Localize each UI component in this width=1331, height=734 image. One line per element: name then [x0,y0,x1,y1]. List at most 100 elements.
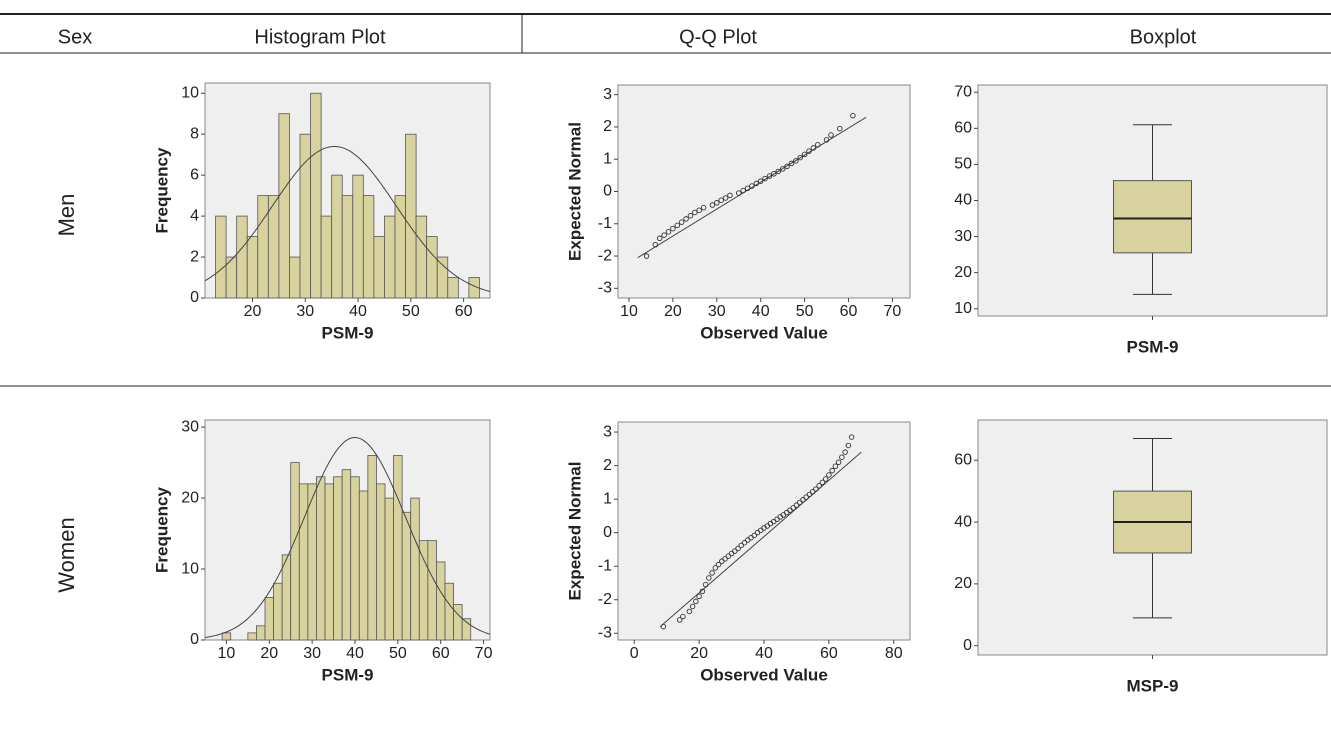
point [826,472,832,478]
x-tick-label: 30 [708,303,726,320]
bar [221,632,232,641]
bar [290,462,300,641]
point [661,232,667,238]
header: Histogram Plot [254,26,386,48]
point [670,225,676,232]
y-tick-label: 50 [954,156,972,173]
bar [324,483,334,641]
point [790,505,796,511]
x-tick-label: 40 [755,645,773,662]
bar [418,540,429,641]
x-axis-title: PSM-9 [322,665,374,684]
y-tick-label: 0 [603,524,612,541]
point [816,482,822,489]
bar [367,455,377,641]
x-axis-title: PSM-9 [1127,337,1179,356]
bar [298,483,309,641]
x-tick-label: 60 [432,645,450,662]
bar [341,195,354,299]
bar [461,618,472,641]
bar [350,476,360,641]
point [674,222,681,229]
point [714,200,720,206]
point [766,173,773,179]
bar [256,625,266,641]
y-tick-label: 40 [954,192,972,209]
bar [415,215,428,299]
y-tick-label: 10 [954,300,972,317]
bar [246,236,259,299]
bar [320,215,333,299]
point [775,168,782,175]
point [709,202,716,208]
reference-line [659,451,862,627]
bar [436,256,449,299]
x-tick-label: 20 [690,645,708,662]
point [823,137,830,143]
point [689,603,696,610]
y-tick-label: 0 [603,183,612,200]
point [652,241,659,248]
point [693,598,699,605]
bar [307,483,317,641]
point [779,166,786,172]
point [822,476,829,482]
y-tick-label: 60 [954,120,972,137]
point [813,486,819,492]
point [696,207,702,213]
point [751,532,758,539]
y-tick-label: -1 [598,215,612,232]
point [699,588,706,595]
point [744,185,751,192]
point [686,608,693,615]
bar [384,215,396,299]
point [829,467,835,474]
point [771,170,777,177]
point [722,195,729,201]
point [836,125,843,132]
bar [247,632,257,641]
x-tick-label: 50 [389,645,407,662]
y-tick-label: 30 [954,228,972,245]
point [757,178,764,184]
bar [236,215,248,299]
x-tick-label: 70 [475,645,493,662]
bar [394,195,406,299]
y-tick-label: -1 [598,557,612,574]
point [806,148,812,154]
point [809,489,816,495]
point [680,613,686,620]
y-axis-title: Frequency [152,486,171,573]
bar [393,455,403,641]
point [803,494,809,500]
y-tick-label: 2 [603,457,612,474]
point [732,548,738,554]
reference-line [637,116,867,259]
y-tick-label: 0 [190,631,199,648]
row-label: Women [54,517,79,592]
x-tick-label: 60 [455,303,473,320]
bar [267,195,280,299]
bar [401,511,412,641]
bar [405,133,417,299]
x-tick-label: 60 [820,645,838,662]
y-tick-label: 30 [181,418,199,435]
bar [427,540,437,641]
x-axis-title: PSM-9 [322,323,374,342]
point [753,180,760,187]
point [845,442,852,449]
y-tick-label: 3 [603,86,612,103]
bar [264,597,274,641]
bar [333,476,343,641]
y-tick-label: 10 [181,560,199,577]
y-tick-label: 40 [954,513,972,530]
bar [341,469,352,641]
point [656,235,663,242]
x-tick-label: 60 [840,303,858,320]
point [696,593,702,600]
x-tick-label: 70 [884,303,902,320]
y-tick-label: 8 [190,125,199,142]
point [687,212,694,219]
y-tick-label: 3 [603,423,612,440]
point [678,219,685,225]
